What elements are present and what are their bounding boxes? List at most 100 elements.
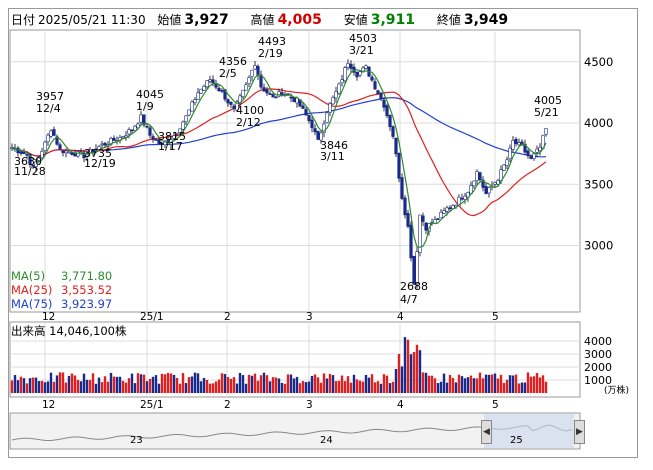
volume-bar xyxy=(313,374,317,393)
volume-bar xyxy=(184,383,188,393)
ma5-value: 3,771.80 xyxy=(61,269,113,283)
navigator-window[interactable] xyxy=(484,414,574,448)
navigator-right-button[interactable]: ▶ xyxy=(574,420,585,444)
volume-bar xyxy=(295,376,299,393)
volume-bar xyxy=(499,374,503,393)
candle-body xyxy=(340,79,344,84)
volume-bar xyxy=(211,383,215,393)
volume-bar xyxy=(280,382,284,393)
candle-body xyxy=(472,180,476,187)
volume-bar xyxy=(364,374,368,393)
volume-legend: 出来高 14,046,100株 xyxy=(11,323,127,339)
volume-bar xyxy=(391,381,395,393)
price-axis-tick: 4500 xyxy=(584,55,613,69)
volume-bar xyxy=(262,372,266,393)
candle-body xyxy=(307,114,311,122)
close-label: 終値 xyxy=(436,13,461,27)
volume-bar xyxy=(241,375,245,393)
candle-body xyxy=(31,165,35,167)
volume-bar xyxy=(256,380,260,393)
volume-bar xyxy=(28,378,32,393)
volume-axis-tick: 1000 xyxy=(584,374,612,387)
volume-bar xyxy=(142,374,146,393)
annotation-date: 5/21 xyxy=(534,106,559,119)
volume-bar xyxy=(22,378,26,393)
volume-bar xyxy=(421,372,425,393)
candle-body xyxy=(403,197,407,216)
volume-bar xyxy=(229,378,233,393)
volume-bar xyxy=(274,377,278,393)
volume-bar xyxy=(346,376,350,393)
candle-body xyxy=(82,152,86,159)
navigator-line xyxy=(11,424,573,441)
volume-bar xyxy=(238,372,242,393)
volume-bar xyxy=(205,379,209,393)
volume-bar xyxy=(517,383,521,393)
volume-bar xyxy=(469,375,473,393)
volume-bar xyxy=(361,381,365,393)
volume-bar xyxy=(193,372,197,393)
volume-bar xyxy=(109,372,113,393)
volume-bar xyxy=(523,382,527,393)
volume-bar xyxy=(460,376,464,393)
candle-body xyxy=(481,179,485,188)
candle-body xyxy=(487,187,491,194)
candle-body xyxy=(379,93,383,99)
candle-body xyxy=(382,99,386,108)
volume-bar xyxy=(202,377,206,393)
candle-body xyxy=(124,135,128,138)
candle-body xyxy=(415,251,419,285)
volume-bar xyxy=(88,380,92,393)
volume-bar xyxy=(445,382,449,393)
price-panel xyxy=(9,29,581,313)
volume-bar xyxy=(394,369,398,393)
candle-body xyxy=(229,101,233,105)
candle-body xyxy=(61,150,65,154)
candle-body xyxy=(37,156,41,162)
candle-body xyxy=(22,151,26,155)
volume-bar xyxy=(217,379,221,393)
volume-bar xyxy=(49,372,53,393)
volume-bar xyxy=(52,381,56,393)
volume-bar xyxy=(535,373,539,393)
candle-body xyxy=(337,83,341,94)
navigator-left-button[interactable]: ◀ xyxy=(481,420,492,444)
volume-bar xyxy=(76,379,80,393)
candle-body xyxy=(358,71,362,76)
candle-body xyxy=(244,84,248,91)
candle-body xyxy=(355,71,359,78)
volume-bar xyxy=(232,377,236,393)
volume-bar xyxy=(250,375,254,393)
high-value: 4,005 xyxy=(277,12,322,28)
annotation-price: 3815 xyxy=(158,130,186,143)
candle-body xyxy=(133,125,137,131)
annotation-date: 2/19 xyxy=(258,47,283,60)
volume-bar xyxy=(103,376,107,393)
candle-body xyxy=(409,224,413,259)
volume-bar xyxy=(277,378,281,393)
annotation-price: 3957 xyxy=(36,90,64,103)
annotation-price: 3630 xyxy=(14,155,42,168)
volume-bar xyxy=(397,353,401,393)
volume-bar xyxy=(112,376,116,393)
volume-bar xyxy=(106,381,110,393)
candle-body xyxy=(226,99,230,104)
month-label: 2 xyxy=(224,399,231,411)
candle-body xyxy=(304,109,308,116)
volume-bar xyxy=(385,375,389,393)
volume-bar xyxy=(64,382,68,393)
volume-bar xyxy=(490,374,494,393)
volume-bar xyxy=(58,372,62,393)
candle-body xyxy=(142,114,146,126)
volume-bar xyxy=(82,373,86,393)
volume-bar xyxy=(373,382,377,393)
candle-body xyxy=(265,89,269,94)
volume-bar xyxy=(304,382,308,393)
volume-bar xyxy=(355,379,359,393)
candle-body xyxy=(532,153,536,159)
volume-bar xyxy=(520,382,524,393)
volume-bar xyxy=(526,372,530,393)
